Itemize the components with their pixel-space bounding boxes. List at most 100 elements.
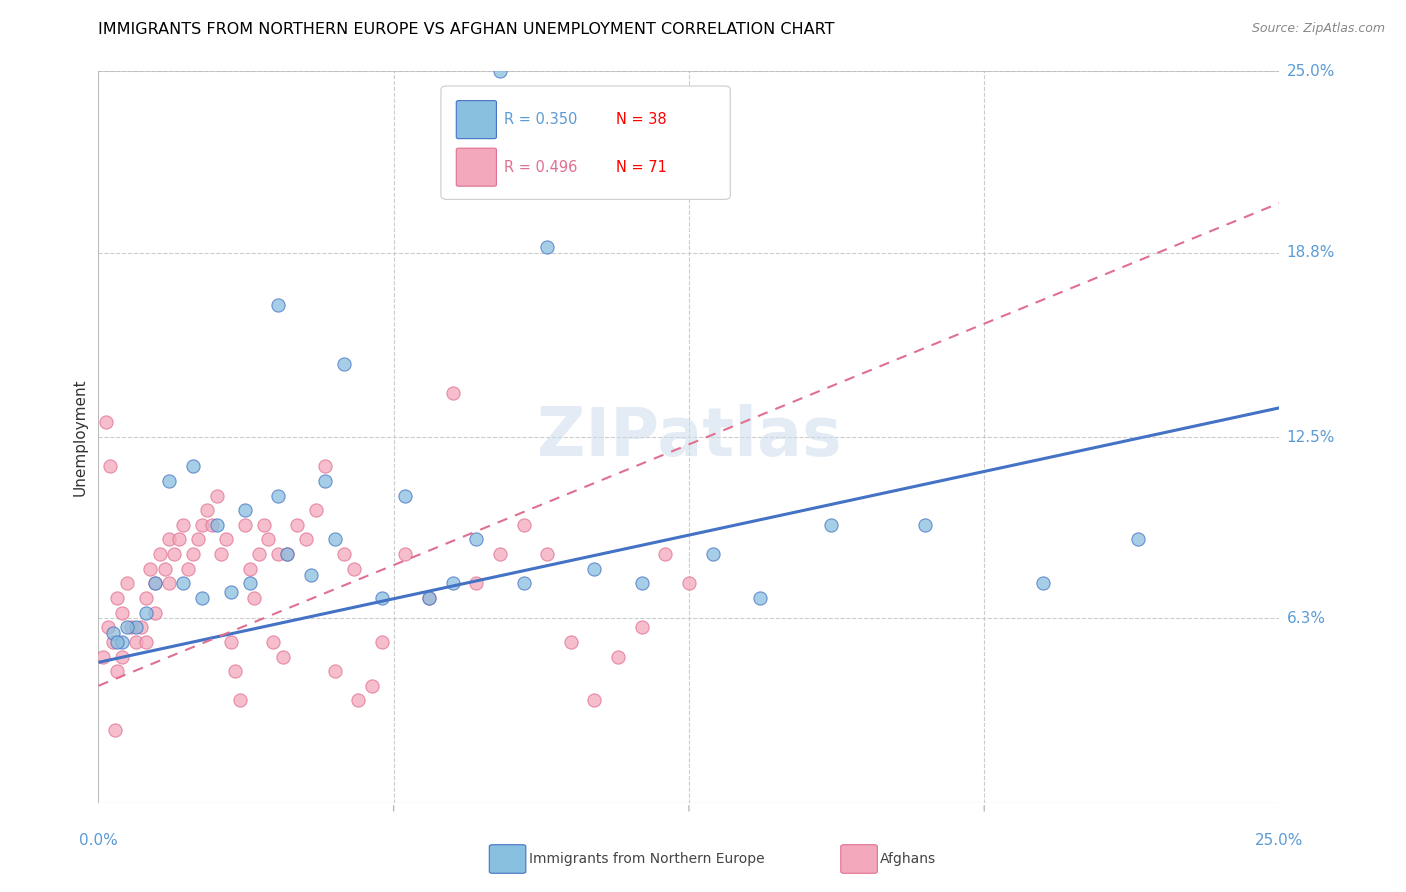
Point: [630, 620, 652, 634]
Point: [1032, 576, 1054, 591]
Point: [224, 664, 246, 678]
Point: [512, 517, 534, 532]
Point: [285, 517, 308, 532]
Text: Source: ZipAtlas.com: Source: ZipAtlas.com: [1251, 22, 1385, 36]
Point: [262, 635, 284, 649]
Point: [157, 533, 180, 547]
Point: [630, 576, 652, 591]
Point: [323, 533, 346, 547]
Point: [271, 649, 294, 664]
Point: [253, 517, 276, 532]
Point: [153, 562, 176, 576]
Point: [163, 547, 186, 561]
Point: [129, 620, 152, 634]
Point: [101, 626, 124, 640]
Point: [371, 591, 394, 605]
Point: [191, 517, 214, 532]
Text: 18.8%: 18.8%: [1286, 245, 1334, 260]
Point: [489, 64, 512, 78]
Point: [98, 459, 121, 474]
Point: [1126, 533, 1149, 547]
Point: [215, 533, 238, 547]
Point: [512, 576, 534, 591]
Point: [115, 620, 138, 634]
Point: [323, 664, 346, 678]
Point: [820, 517, 842, 532]
Point: [342, 562, 364, 576]
Text: N = 38: N = 38: [616, 112, 666, 128]
Text: 0.0%: 0.0%: [79, 833, 118, 848]
Text: N = 71: N = 71: [616, 160, 666, 175]
Point: [91, 649, 114, 664]
Point: [115, 576, 138, 591]
Point: [139, 562, 162, 576]
Point: [101, 635, 124, 649]
Point: [181, 459, 204, 474]
Point: [219, 635, 242, 649]
Point: [149, 547, 172, 561]
Point: [267, 298, 290, 312]
Point: [465, 576, 488, 591]
Point: [97, 620, 120, 634]
Point: [748, 591, 770, 605]
Point: [305, 503, 328, 517]
Point: [560, 635, 582, 649]
Point: [135, 591, 157, 605]
Point: [135, 635, 157, 649]
Point: [125, 620, 148, 634]
Point: [181, 547, 204, 561]
Point: [394, 547, 416, 561]
Point: [607, 649, 630, 664]
Point: [441, 386, 464, 401]
Text: R = 0.496: R = 0.496: [503, 160, 576, 175]
Text: IMMIGRANTS FROM NORTHERN EUROPE VS AFGHAN UNEMPLOYMENT CORRELATION CHART: IMMIGRANTS FROM NORTHERN EUROPE VS AFGHA…: [98, 22, 835, 37]
Point: [583, 562, 606, 576]
Point: [191, 591, 214, 605]
Point: [229, 693, 252, 707]
Point: [267, 489, 290, 503]
Point: [441, 576, 464, 591]
Point: [187, 533, 209, 547]
Point: [143, 576, 166, 591]
Point: [177, 562, 200, 576]
Point: [394, 489, 416, 503]
Point: [94, 416, 117, 430]
Point: [233, 503, 256, 517]
Point: [195, 503, 218, 517]
Point: [267, 547, 290, 561]
Point: [536, 240, 558, 254]
Point: [276, 547, 298, 561]
Point: [135, 606, 157, 620]
Point: [233, 517, 256, 532]
Point: [314, 459, 336, 474]
Text: 25.0%: 25.0%: [1256, 833, 1303, 848]
Y-axis label: Unemployment: Unemployment: [72, 378, 87, 496]
Point: [239, 576, 262, 591]
Point: [205, 517, 228, 532]
Point: [333, 357, 356, 371]
Point: [143, 606, 166, 620]
Point: [172, 517, 194, 532]
Text: ZIPatlas: ZIPatlas: [537, 404, 841, 470]
Point: [465, 533, 488, 547]
Point: [121, 620, 143, 634]
Point: [347, 693, 370, 707]
FancyBboxPatch shape: [457, 101, 496, 138]
Point: [361, 679, 384, 693]
Point: [371, 635, 394, 649]
Text: R = 0.350: R = 0.350: [503, 112, 576, 128]
Point: [333, 547, 356, 561]
Point: [257, 533, 280, 547]
Point: [205, 489, 228, 503]
Point: [418, 591, 440, 605]
Point: [167, 533, 190, 547]
Point: [702, 547, 724, 561]
Point: [489, 547, 512, 561]
Point: [111, 635, 134, 649]
Text: 12.5%: 12.5%: [1286, 430, 1334, 444]
Point: [172, 576, 194, 591]
Text: Immigrants from Northern Europe: Immigrants from Northern Europe: [529, 852, 765, 866]
Point: [914, 517, 936, 532]
Point: [143, 576, 166, 591]
Point: [104, 723, 127, 737]
